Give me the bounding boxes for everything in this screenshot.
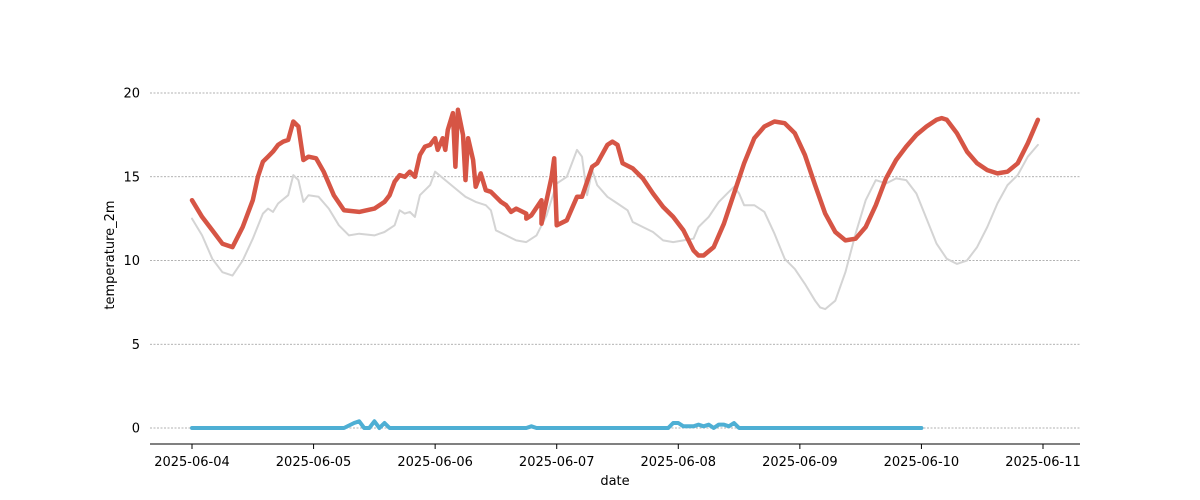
x-tick-label: 2025-06-04	[154, 455, 230, 470]
series-line-precipitation	[190, 419, 924, 430]
y-tick-label: 5	[132, 338, 140, 353]
x-tick-label: 2025-06-11	[1005, 455, 1081, 470]
y-tick-label: 20	[123, 87, 140, 102]
x-tick-label: 2025-06-10	[884, 455, 960, 470]
x-tick-label: 2025-06-07	[519, 455, 595, 470]
x-tick-label: 2025-06-05	[276, 455, 352, 470]
y-tick-label: 15	[123, 170, 140, 185]
x-tick-label: 2025-06-06	[397, 455, 473, 470]
y-axis-label: temperature_2m	[103, 200, 118, 309]
series-line-forecast	[189, 107, 1041, 258]
y-tick-label: 10	[123, 254, 140, 269]
y-ticks: 0 5 10 15 20	[123, 87, 140, 437]
x-ticks: 2025-06-04 2025-06-05 2025-06-06 2025-06-07…	[154, 444, 1081, 470]
y-tick-label: 0	[132, 422, 140, 437]
x-tick-label: 2025-06-08	[641, 455, 717, 470]
x-axis-label: date	[600, 474, 629, 489]
series-line-observed	[191, 143, 1039, 311]
x-tick-label: 2025-06-09	[762, 455, 838, 470]
series-layer	[189, 107, 1041, 430]
